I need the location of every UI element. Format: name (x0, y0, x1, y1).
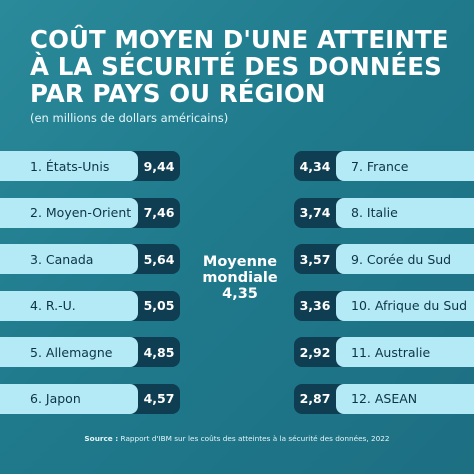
left-row: 2. Moyen-Orient 7,46 (0, 197, 180, 228)
right-row: 4,34 7. France (294, 151, 474, 181)
country-label: 8. Italie (336, 197, 474, 228)
cost-value: 5,64 (130, 244, 180, 274)
cost-value: 7,46 (130, 197, 180, 228)
country-label: 7. France (336, 151, 474, 181)
country-label: 1. États-Unis (0, 151, 138, 181)
left-row: 5. Allemagne 4,85 (0, 337, 180, 367)
left-row: 3. Canada 5,64 (0, 244, 180, 274)
cost-value: 3,36 (294, 290, 344, 321)
source-note: Source : Rapport d'IBM sur les coûts des… (0, 434, 474, 443)
cost-value: 3,57 (294, 244, 344, 274)
right-row: 2,87 12. ASEAN (294, 383, 474, 414)
country-label: 12. ASEAN (336, 383, 474, 414)
chart-title: COÛT MOYEN D'UNE ATTEINTE À LA SÉCURITÉ … (30, 25, 449, 108)
right-row: 3,74 8. Italie (294, 197, 474, 228)
global-average-label-1: Moyenne (202, 254, 278, 270)
country-label: 2. Moyen-Orient (0, 197, 138, 228)
source-text: Rapport d'IBM sur les coûts des atteinte… (118, 434, 390, 443)
cost-value: 4,57 (130, 383, 180, 414)
country-label: 6. Japon (0, 383, 138, 414)
cost-value: 2,92 (294, 337, 344, 367)
country-label: 5. Allemagne (0, 337, 138, 367)
cost-value: 3,74 (294, 197, 344, 228)
left-row: 4. R.-U. 5,05 (0, 290, 180, 321)
source-prefix: Source : (84, 434, 119, 443)
country-label: 11. Australie (336, 337, 474, 367)
global-average: Moyenne mondiale 4,35 (190, 254, 290, 302)
cost-value: 9,44 (130, 151, 180, 181)
cost-value: 2,87 (294, 383, 344, 414)
right-row: 3,57 9. Corée du Sud (294, 244, 474, 274)
cost-value: 5,05 (130, 290, 180, 321)
global-average-label-2: mondiale (202, 270, 278, 286)
country-label: 3. Canada (0, 244, 138, 274)
global-average-value: 4,35 (222, 286, 258, 302)
cost-value: 4,34 (294, 151, 344, 181)
right-row: 2,92 11. Australie (294, 337, 474, 367)
chart-subtitle: (en millions de dollars américains) (30, 111, 229, 125)
cost-value: 4,85 (130, 337, 180, 367)
right-row: 3,36 10. Afrique du Sud (294, 290, 474, 321)
left-row: 6. Japon 4,57 (0, 383, 180, 414)
country-label: 4. R.-U. (0, 290, 138, 321)
country-label: 10. Afrique du Sud (336, 290, 474, 321)
left-row: 1. États-Unis 9,44 (0, 151, 180, 181)
country-label: 9. Corée du Sud (336, 244, 474, 274)
